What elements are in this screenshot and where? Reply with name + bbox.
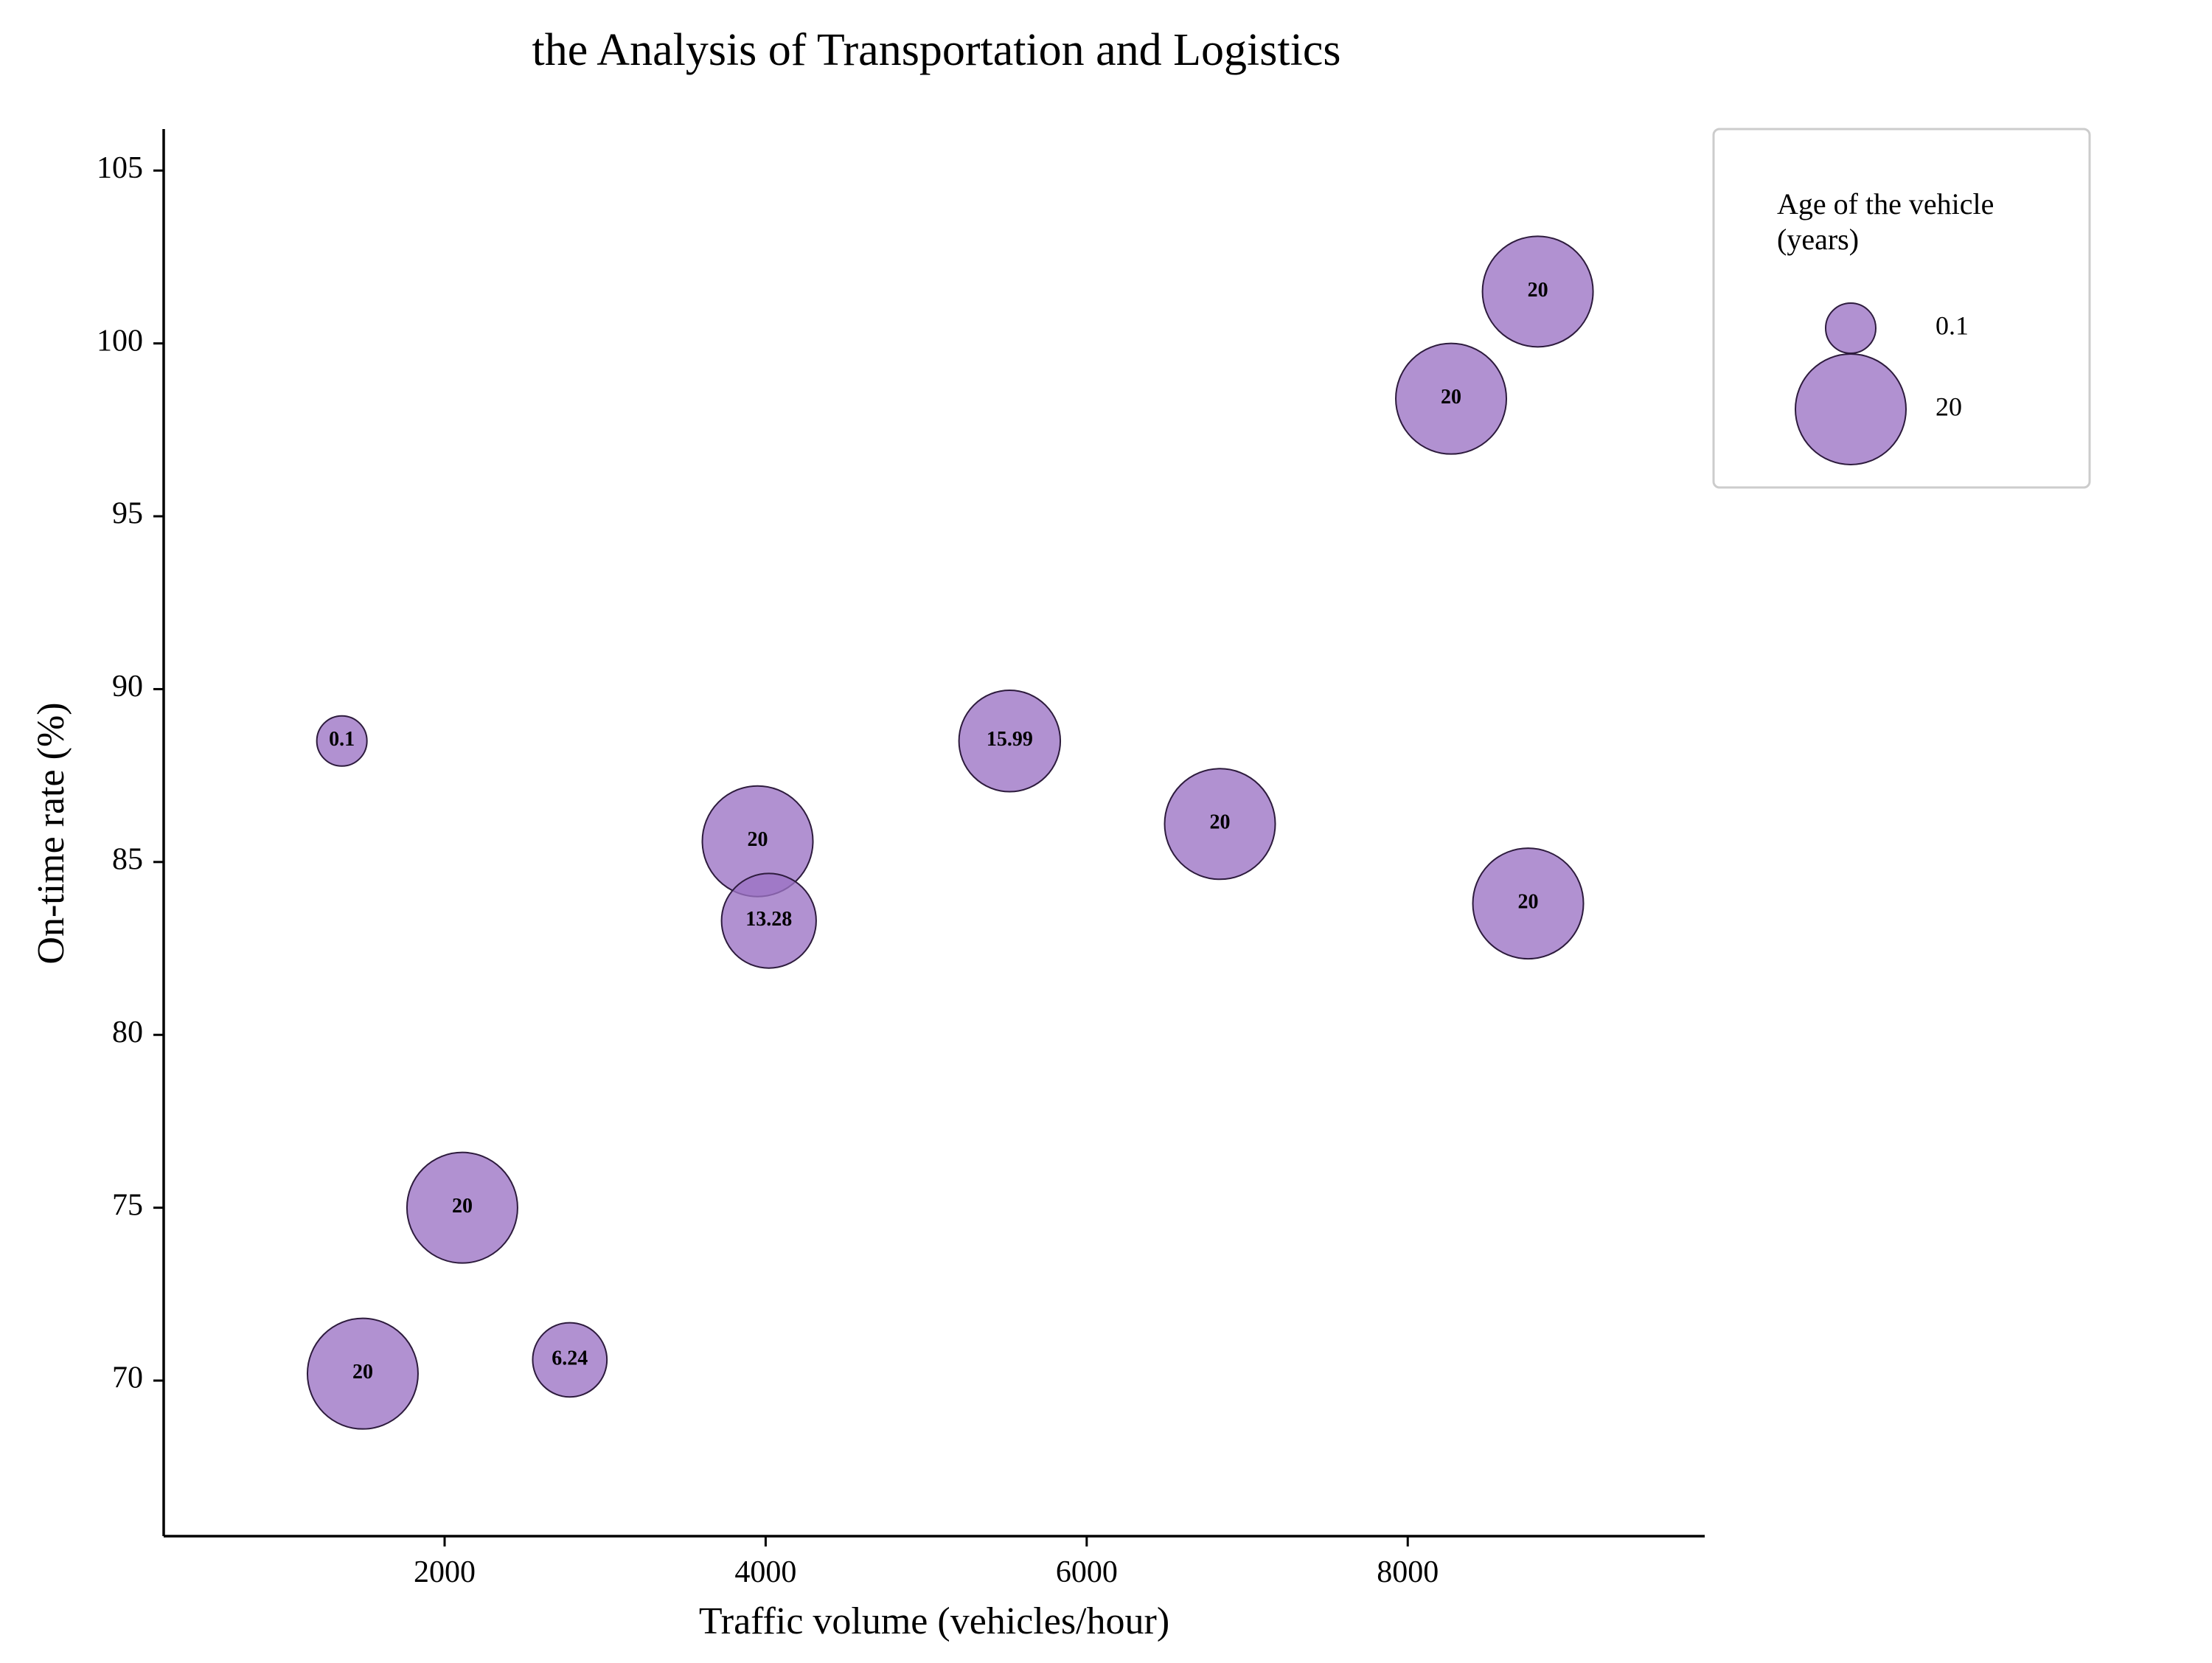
bubble-layer — [306, 235, 1594, 1430]
bubble-value-label: 20 — [452, 1195, 473, 1218]
chart-title: the Analysis of Transportation and Logis… — [532, 25, 1340, 75]
bubble-value-label: 13.28 — [745, 908, 792, 931]
data-bubble — [1472, 847, 1585, 960]
x-tick-label: 4000 — [734, 1555, 796, 1589]
y-tick-label: 80 — [112, 1015, 143, 1049]
data-bubble — [1395, 342, 1508, 455]
bubble-value-label: 6.24 — [552, 1347, 588, 1369]
bubble-value-label: 15.99 — [987, 728, 1033, 751]
data-bubble — [958, 690, 1062, 793]
legend-swatch — [1795, 353, 1907, 465]
legend: Age of the vehicle (years) 0.1 20 — [1712, 128, 2091, 489]
bubble-value-label: 20 — [1441, 386, 1461, 409]
bubble-value-label: 20 — [352, 1361, 373, 1383]
y-tick-label: 100 — [97, 324, 143, 358]
legend-title-line: Age of the vehicle — [1777, 187, 1994, 221]
data-bubble — [1164, 768, 1276, 881]
y-tick-label: 85 — [112, 842, 143, 876]
legend-frame — [1712, 128, 2091, 489]
y-tick-label: 75 — [112, 1188, 143, 1222]
bubble-value-label: 20 — [1518, 891, 1539, 914]
legend-entries: 0.1 20 — [1795, 302, 1969, 465]
legend-swatch — [1825, 302, 1877, 354]
x-tick-label: 2000 — [414, 1555, 476, 1589]
bubble-value-label: 0.1 — [329, 728, 355, 751]
bubble-value-label: 20 — [1528, 279, 1548, 302]
x-axis-ticks: 2000 4000 6000 8000 — [414, 1536, 1439, 1589]
legend-title-line: (years) — [1777, 223, 1859, 256]
x-tick-label: 8000 — [1377, 1555, 1439, 1589]
y-axis-label: On-time rate (%) — [30, 702, 72, 964]
data-bubble — [316, 715, 368, 767]
x-tick-label: 6000 — [1056, 1555, 1118, 1589]
bubble-label-layer: 0.1 20 20 6.24 20 13.28 15.99 20 20 20 20 — [329, 279, 1548, 1383]
data-bubble — [406, 1151, 518, 1264]
bubble-value-label: 20 — [748, 828, 768, 851]
legend-title: Age of the vehicle (years) — [1777, 187, 1994, 256]
data-bubble — [306, 1317, 419, 1430]
legend-entry-label: 0.1 — [1935, 310, 1969, 340]
x-axis-label: Traffic volume (vehicles/hour) — [699, 1600, 1169, 1642]
data-bubble — [720, 872, 817, 969]
y-tick-label: 70 — [112, 1361, 143, 1395]
y-tick-label: 105 — [97, 151, 143, 185]
data-bubble — [532, 1322, 608, 1398]
bubble-value-label: 20 — [1210, 811, 1231, 834]
y-axis-ticks: 70 75 80 85 90 95 100 105 — [97, 151, 164, 1395]
legend-entry-label: 20 — [1935, 392, 1962, 421]
y-tick-label: 95 — [112, 497, 143, 531]
y-tick-label: 90 — [112, 670, 143, 704]
data-bubble — [1481, 235, 1594, 348]
